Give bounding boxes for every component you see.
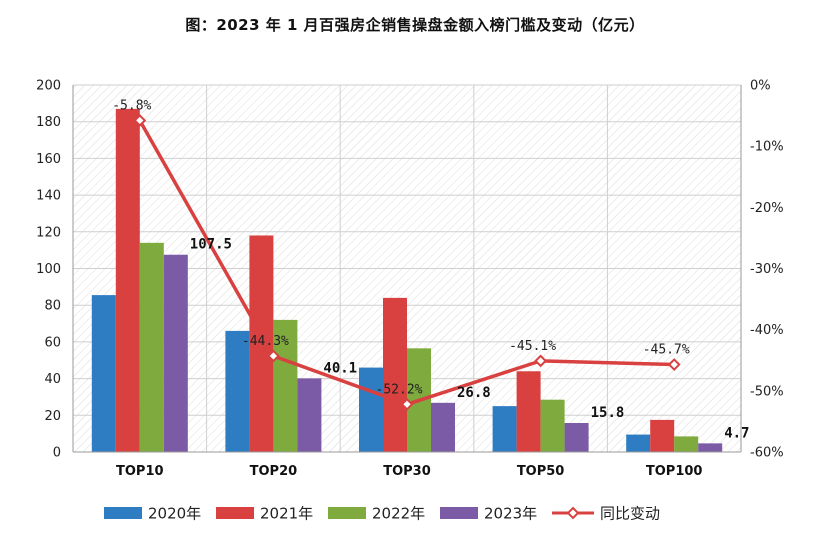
y-left-tick-label: 140 <box>36 189 61 204</box>
x-category-label: TOP20 <box>250 464 298 479</box>
y-right-tick-label: -50% <box>750 384 784 399</box>
bar <box>273 319 298 452</box>
legend-label: 2021年 <box>260 505 313 523</box>
yoy-point-marker <box>400 397 414 411</box>
y-left-tick-label: 160 <box>36 152 61 167</box>
bar <box>650 419 675 452</box>
y-right-tick-label: -30% <box>750 262 784 277</box>
y-left-tick-label: 40 <box>44 372 61 387</box>
y-left-tick-label: 100 <box>36 262 61 277</box>
yoy-point-marker <box>266 349 280 363</box>
yoy-point-label: -44.3% <box>242 334 289 349</box>
legend-swatch <box>328 507 366 519</box>
y-left-tick-label: 0 <box>53 446 61 461</box>
y-right-tick-label: 0% <box>750 79 771 94</box>
bar <box>540 399 565 452</box>
legend-label: 2022年 <box>372 505 425 523</box>
bar <box>225 330 250 452</box>
bar-value-label: 40.1 <box>323 360 357 376</box>
yoy-point-marker <box>534 354 548 368</box>
bar <box>698 443 723 452</box>
bar <box>383 297 407 452</box>
bar <box>564 423 589 452</box>
legend-swatch <box>104 507 142 519</box>
y-right-tick-label: -10% <box>750 140 784 155</box>
yoy-point-label: -45.1% <box>509 339 556 354</box>
y-left-tick-label: 200 <box>36 79 61 94</box>
bar <box>115 108 140 452</box>
bar <box>516 371 541 452</box>
y-right-tick-label: -60% <box>750 446 784 461</box>
x-category-label: TOP30 <box>383 464 431 479</box>
y-right-tick-label: -40% <box>750 323 784 338</box>
chart-title: 图：2023 年 1 月百强房企销售操盘金额入榜门槛及变动（亿元） <box>185 16 645 34</box>
y-left-tick-label: 120 <box>36 225 61 240</box>
bar <box>249 235 274 452</box>
bar-value-label: 4.7 <box>724 425 749 441</box>
legend-label: 2020年 <box>148 505 201 523</box>
bar <box>492 406 517 452</box>
y-right-tick-label: -20% <box>750 201 784 216</box>
yoy-point-marker <box>667 358 681 371</box>
x-category-label: TOP10 <box>116 464 164 479</box>
bar <box>431 402 455 452</box>
bar-value-label: 26.8 <box>457 385 491 401</box>
legend-label: 2023年 <box>484 505 537 523</box>
y-left-tick-label: 80 <box>44 299 61 314</box>
legend-swatch <box>216 507 254 519</box>
x-category-label: TOP100 <box>646 464 703 479</box>
bar-value-label: 15.8 <box>591 405 625 421</box>
yoy-point-label: -52.2% <box>376 382 423 397</box>
bar <box>163 254 188 452</box>
bar-value-label: 107.5 <box>190 237 232 253</box>
y-left-tick-label: 20 <box>44 409 61 424</box>
yoy-point-label: -5.8% <box>112 98 151 113</box>
legend-label: 同比变动 <box>600 505 660 523</box>
bar <box>297 378 322 452</box>
bar <box>139 242 164 452</box>
bar <box>359 367 383 452</box>
legend-line-marker <box>566 506 580 520</box>
yoy-point-marker <box>133 114 147 127</box>
y-left-tick-label: 60 <box>44 335 61 350</box>
bar <box>91 295 116 452</box>
yoy-point-label: -45.7% <box>643 343 690 358</box>
y-left-tick-label: 180 <box>36 115 61 130</box>
bar <box>626 434 651 452</box>
x-category-label: TOP50 <box>517 464 565 479</box>
legend-swatch <box>440 507 478 519</box>
bar <box>674 436 699 452</box>
